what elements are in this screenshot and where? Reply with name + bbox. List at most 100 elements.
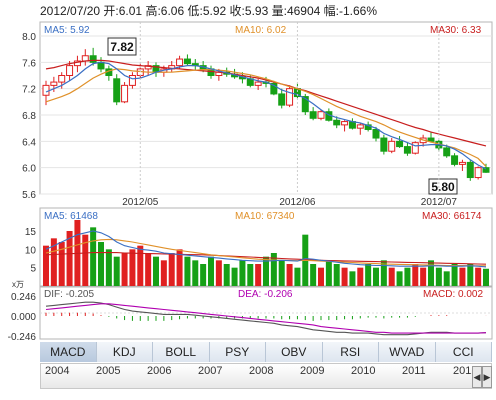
- volume-bar: [66, 231, 73, 286]
- volume-bar: [231, 267, 238, 286]
- volume-bar: [333, 264, 340, 286]
- volume-bar: [278, 260, 285, 286]
- volume-bar: [459, 267, 466, 286]
- price-y-tick-label: 5.6: [22, 190, 36, 201]
- volume-bar: [105, 249, 112, 286]
- price-y-tick-label: 6.8: [22, 111, 36, 122]
- volume-bar: [145, 253, 152, 286]
- volume-bar: [208, 256, 214, 286]
- volume-bar: [50, 238, 57, 286]
- timeline-year: 2009: [300, 365, 325, 377]
- candle-body: [364, 124, 372, 130]
- volume-bar: [483, 268, 489, 286]
- volume-bar: [192, 260, 199, 286]
- tab-boll[interactable]: BOLL: [153, 342, 210, 362]
- low-value: 5.92: [202, 4, 227, 18]
- volume-bar: [467, 264, 474, 286]
- candle-body: [466, 161, 474, 179]
- date-tick-label: 2012/05: [122, 197, 159, 208]
- volume-bar: [90, 227, 97, 286]
- candle-body: [317, 111, 325, 119]
- price-y-tick-label: 6.0: [22, 164, 36, 175]
- volume-bar: [365, 264, 372, 286]
- volume-bar: [215, 260, 222, 286]
- candle-body: [58, 75, 66, 83]
- scroll-right-button[interactable]: ▶: [482, 366, 492, 388]
- volume-panel: MA5: 61468 MA10: 67340 MA30: 66174 x万: [12, 207, 493, 289]
- macd-y-tick-label: 0.000: [11, 312, 36, 323]
- timeline-year: 2008: [249, 365, 274, 377]
- candle-body: [458, 161, 466, 165]
- volume-bar: [58, 242, 65, 286]
- macd-panel: DIF: -0.205 DEA: -0.206 MACD: 0.002: [39, 286, 493, 340]
- open-label: 开:: [103, 4, 119, 18]
- volume-bar: [318, 267, 324, 286]
- price-y-tick-label: 7.6: [22, 58, 36, 69]
- macd-dif-line: [45, 301, 487, 336]
- price-y-tick-label: 8.0: [22, 32, 36, 43]
- tab-rsi[interactable]: RSI: [322, 342, 379, 362]
- volume-bar: [113, 256, 120, 286]
- price-y-tick-label: 6.4: [22, 137, 36, 148]
- volume-value: 46904: [286, 4, 321, 18]
- tab-kdj[interactable]: KDJ: [96, 342, 153, 362]
- quote-date: 2012/07/20: [40, 4, 101, 18]
- volume-bar: [294, 267, 301, 286]
- candle-body: [482, 167, 490, 173]
- high-label: 高:: [145, 4, 161, 18]
- volume-bar: [443, 271, 450, 286]
- timeline-scrollbar[interactable]: 2004 2005 2006 2007 2008 2009 2010 2011 2012: [40, 363, 492, 389]
- change-value: -1.66%: [339, 4, 378, 18]
- timeline-year: 2005: [96, 365, 121, 377]
- volume-bar: [435, 267, 442, 286]
- macd-dea-line: [45, 303, 487, 334]
- volume-bar: [388, 267, 395, 286]
- volume-bar: [310, 264, 317, 286]
- date-tick-label: 2012/06: [279, 197, 316, 208]
- price-ma5-legend: MA5: 5.92: [44, 25, 90, 36]
- tab-obv[interactable]: OBV: [266, 342, 323, 362]
- volume-bar: [176, 249, 183, 286]
- candle-body: [176, 58, 184, 67]
- volume-bar: [129, 249, 136, 286]
- candle-body: [121, 84, 129, 103]
- change-label: 幅:: [323, 4, 339, 18]
- volume-bar: [137, 245, 144, 286]
- candle-body: [270, 82, 278, 95]
- volume-bar: [286, 264, 293, 286]
- price-y-tick-label: 7.2: [22, 85, 36, 96]
- candle-body: [443, 147, 451, 157]
- tab-wvad[interactable]: WVAD: [379, 342, 436, 362]
- timeline-year: 2010: [351, 365, 376, 377]
- price-ma30-legend: MA30: 6.33: [430, 25, 482, 36]
- candle-body: [309, 111, 317, 119]
- candle-body: [333, 119, 341, 126]
- volume-ma10-line: [45, 238, 486, 267]
- timeline-year: 2011: [402, 365, 426, 377]
- volume-label: 量:: [271, 4, 287, 18]
- candle-body: [388, 140, 396, 152]
- volume-bar: [420, 267, 427, 286]
- candle-body: [451, 155, 459, 165]
- volume-bar: [341, 267, 348, 286]
- volume-bar: [239, 260, 246, 286]
- macd-legend: MACD: 0.002: [423, 289, 483, 300]
- volume-bar: [349, 271, 356, 286]
- macd-y-tick-label: 0.246: [11, 292, 36, 303]
- volume-bar: [380, 260, 387, 286]
- candle-body: [66, 65, 74, 76]
- candle-body: [301, 96, 309, 113]
- dif-legend: DIF: -0.205: [44, 289, 94, 300]
- open-value: 6.01: [118, 4, 143, 18]
- timeline-year: 2012: [453, 365, 478, 377]
- scroll-left-button[interactable]: ◀: [472, 366, 482, 388]
- volume-ma5-legend: MA5: 61468: [44, 211, 98, 222]
- candle-body: [380, 137, 388, 152]
- volume-bar: [168, 253, 175, 286]
- tab-psy[interactable]: PSY: [209, 342, 266, 362]
- timeline-year: 2004: [45, 365, 70, 377]
- tab-macd[interactable]: MACD: [40, 342, 97, 362]
- volume-bar: [255, 264, 262, 286]
- volume-bar: [160, 260, 167, 286]
- tab-cci[interactable]: CCI: [435, 342, 492, 362]
